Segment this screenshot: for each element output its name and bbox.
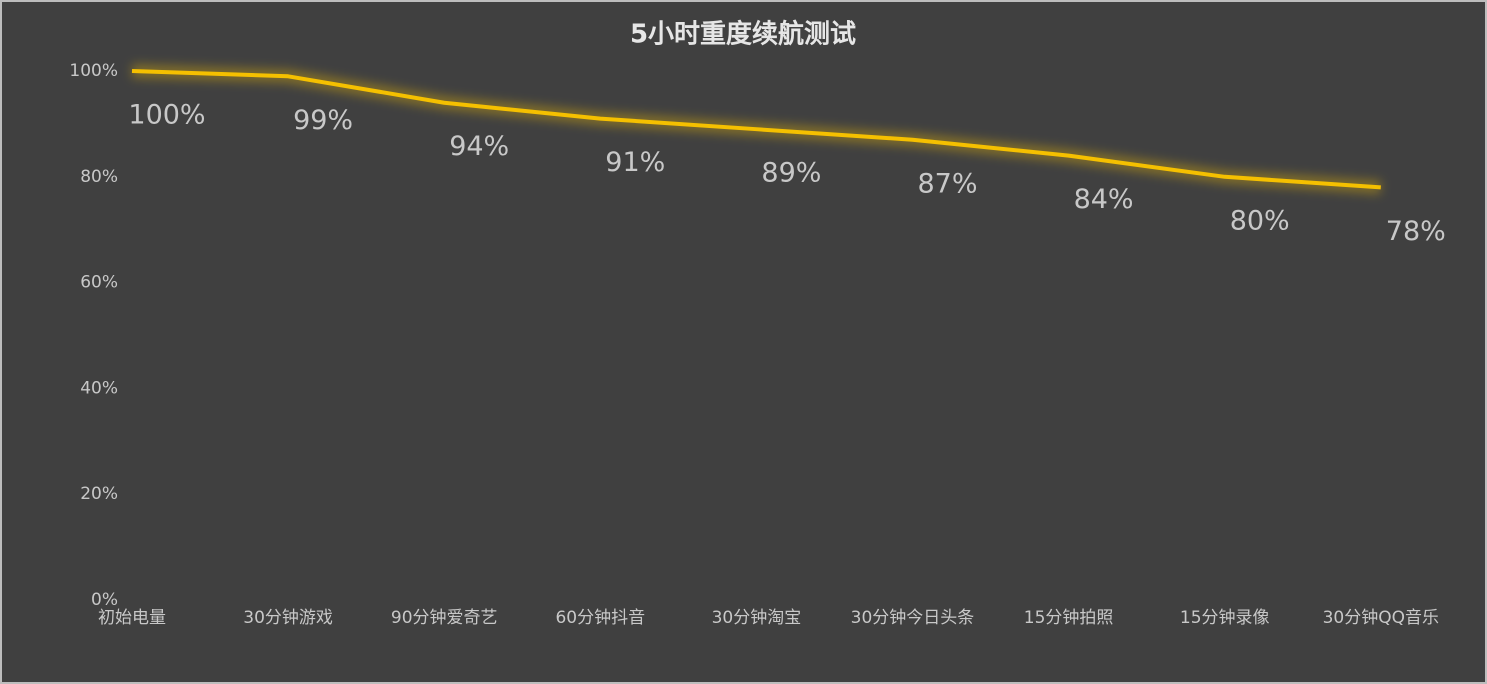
x-tick-label: 30分钟QQ音乐: [1323, 608, 1439, 628]
x-tick-label: 60分钟抖音: [555, 608, 645, 628]
x-tick-label: 30分钟淘宝: [712, 608, 802, 628]
data-label: 100%: [128, 100, 205, 131]
data-label: 94%: [449, 131, 509, 162]
x-tick-label: 30分钟游戏: [243, 608, 333, 628]
line: [131, 69, 1381, 190]
x-tick-label: 15分钟拍照: [1024, 608, 1114, 628]
data-label: 84%: [1074, 184, 1134, 215]
x-tick-label: 90分钟爱奇艺: [391, 608, 498, 628]
x-tick-label: 初始电量: [98, 608, 166, 628]
y-tick-label: 100%: [69, 61, 118, 81]
data-label: 89%: [761, 158, 821, 189]
x-tick-label: 15分钟录像: [1180, 608, 1270, 628]
y-tick-label: 20%: [80, 484, 118, 504]
x-tick-label: 30分钟今日头条: [851, 608, 975, 628]
chart-title: 5小时重度续航测试: [630, 19, 856, 50]
data-label: 78%: [1386, 216, 1446, 247]
y-tick-label: 0%: [91, 590, 118, 610]
data-label: 80%: [1230, 205, 1290, 236]
y-tick-label: 80%: [80, 167, 118, 187]
data-label: 99%: [293, 105, 353, 136]
y-tick-label: 60%: [80, 273, 118, 293]
y-tick-label: 40%: [80, 378, 118, 398]
data-label: 91%: [605, 147, 665, 178]
data-label: 87%: [917, 168, 977, 199]
